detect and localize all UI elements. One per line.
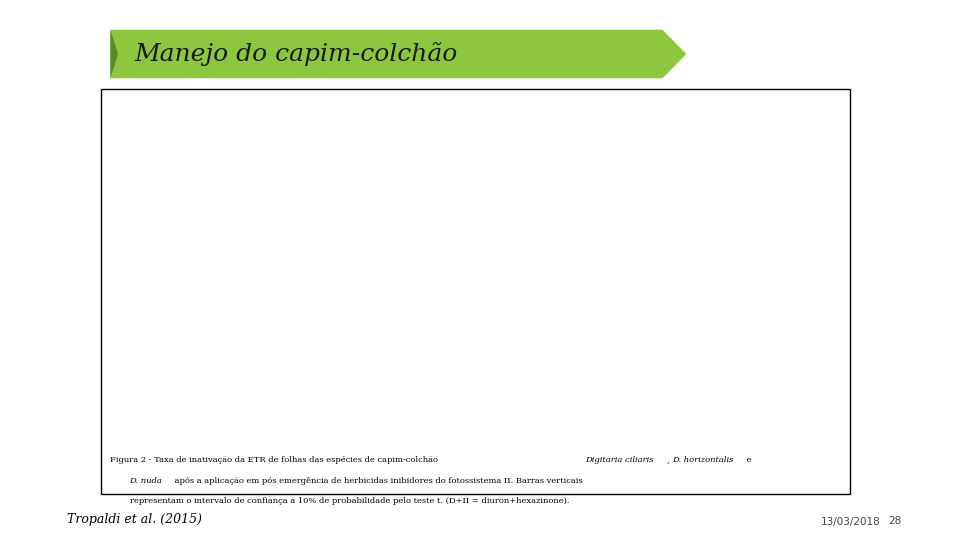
Bar <box>673 360 699 437</box>
Text: 13/03/2018: 13/03/2018 <box>821 516 880 526</box>
Bar <box>565 265 591 437</box>
Text: representam o intervalo de confiança a 10% de probabilidade pelo teste t. (D+II : representam o intervalo de confiança a 1… <box>130 497 569 505</box>
Text: Tropaldi et al. (2015): Tropaldi et al. (2015) <box>67 514 203 526</box>
Text: D. nuda: D. nuda <box>130 477 162 485</box>
Bar <box>537 185 569 438</box>
Text: após a aplicação em pós emergência de herbicidas inibidores do fotossistema II. : após a aplicação em pós emergência de he… <box>172 477 583 485</box>
Text: D. horizontalis: D. horizontalis <box>672 456 733 464</box>
Bar <box>515 189 540 437</box>
Bar <box>778 351 810 438</box>
Bar <box>622 226 648 437</box>
Text: Figura 2 - Taxa de inativação da ETR de folhas das espécies de capim-colchão: Figura 2 - Taxa de inativação da ETR de … <box>110 456 441 464</box>
Text: Manejo do capim-colchão: Manejo do capim-colchão <box>134 42 458 66</box>
Bar <box>458 193 484 437</box>
Bar <box>670 349 703 438</box>
Bar <box>350 187 376 437</box>
Legend: D. ciliaris, D. horizontalis, D. nuda: D. ciliaris, D. horizontalis, D. nuda <box>173 119 284 166</box>
Text: Digitaria ciliaris: Digitaria ciliaris <box>586 456 654 464</box>
Y-axis label: Taxa de inativação da ETR (x 100): Taxa de inativação da ETR (x 100) <box>120 179 131 372</box>
Bar <box>407 187 433 437</box>
Bar <box>730 193 756 437</box>
Bar <box>433 187 458 437</box>
Bar <box>756 204 780 437</box>
Bar <box>218 187 243 437</box>
Text: e: e <box>744 456 752 464</box>
Bar <box>325 185 350 437</box>
Bar <box>243 187 269 437</box>
Bar <box>648 258 673 437</box>
Text: 28: 28 <box>888 516 901 526</box>
Bar <box>540 193 565 437</box>
Bar <box>780 362 806 437</box>
Bar <box>192 193 218 437</box>
Bar <box>300 185 325 437</box>
Text: ,: , <box>667 456 672 464</box>
